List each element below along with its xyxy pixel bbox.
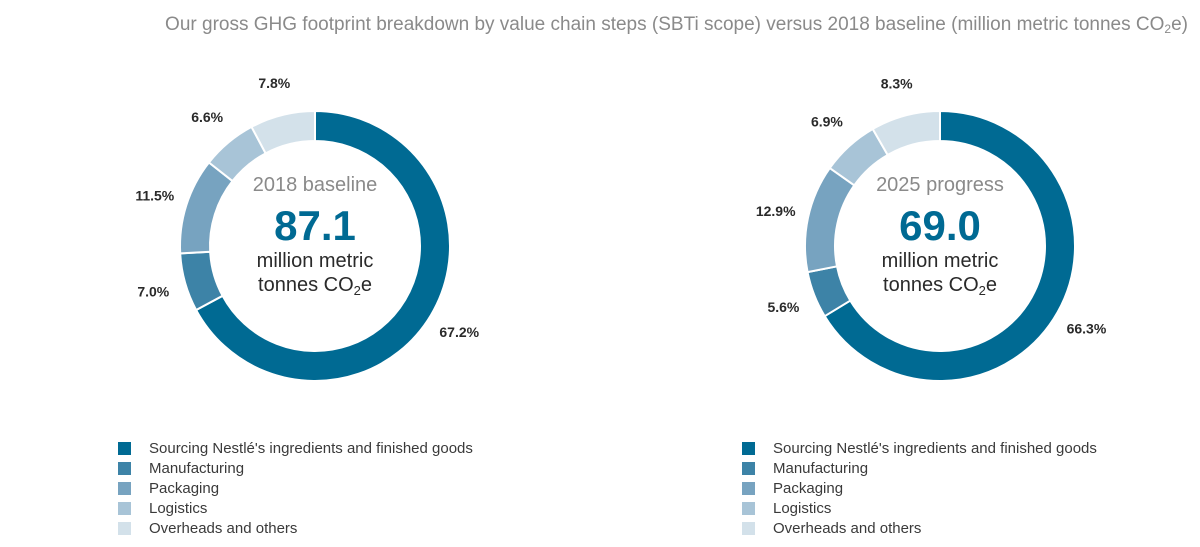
slice-label-manufacturing-2025: 5.6% <box>767 299 799 315</box>
legend-swatch <box>118 481 131 495</box>
center-unit-line1-2018: million metric <box>256 250 374 272</box>
center-label-2025: 2025 progress <box>876 174 1004 196</box>
legend-label: Overheads and others <box>149 519 298 537</box>
slice-label-overheads-2025: 8.3% <box>881 76 913 92</box>
donut-slice-sourcing-2018 <box>194 109 451 382</box>
legend-label: Sourcing Nestlé's ingredients and finish… <box>149 439 473 457</box>
legend-2025: Sourcing Nestlé's ingredients and finish… <box>742 438 1097 538</box>
donut-slice-sourcing-2025 <box>823 109 1076 382</box>
center-unit-suffix-2018: e <box>360 274 372 296</box>
legend-label: Overheads and others <box>773 519 922 537</box>
legend-item: Overheads and others <box>118 518 473 538</box>
center-unit-line2-2025: tonnes CO2e <box>820 273 1060 297</box>
center-unit-line2-2018: tonnes CO2e <box>195 273 435 297</box>
legend-label: Manufacturing <box>773 459 869 477</box>
legend-swatch <box>742 501 755 515</box>
legend-label: Logistics <box>149 499 208 517</box>
chart-title-suffix: e) <box>1171 14 1188 35</box>
chart-title-text: Our gross GHG footprint breakdown by val… <box>165 14 1165 35</box>
legend-label: Packaging <box>149 479 220 497</box>
legend-item: Packaging <box>742 478 1097 498</box>
center-unit-sub-2025: 2 <box>978 283 986 298</box>
legend-swatch <box>742 441 755 455</box>
legend-item: Packaging <box>118 478 473 498</box>
chart-title-subscript: 2 <box>1164 22 1172 36</box>
center-unit-text-2018: tonnes CO <box>258 274 354 296</box>
legend-swatch <box>118 521 131 535</box>
legend-item: Overheads and others <box>742 518 1097 538</box>
center-value-2018: 87.1 <box>274 202 356 249</box>
legend-label: Sourcing Nestlé's ingredients and finish… <box>773 439 1097 457</box>
chart-title: Our gross GHG footprint breakdown by val… <box>0 14 1188 36</box>
legend-swatch <box>118 461 131 475</box>
legend-swatch <box>118 441 131 455</box>
legend-2018: Sourcing Nestlé's ingredients and finish… <box>118 438 473 538</box>
center-unit-line1-2025: million metric <box>881 250 999 272</box>
center-value-2025: 69.0 <box>899 202 981 249</box>
slice-label-packaging-2018: 11.5% <box>135 187 174 203</box>
center-unit-text-2025: tonnes CO <box>883 274 979 296</box>
slice-label-logistics-2018: 6.6% <box>191 109 223 125</box>
center-unit-sub-2018: 2 <box>353 283 361 298</box>
donut-center-2025: 2025 progress 69.0 million metric tonnes… <box>820 174 1060 297</box>
donut-slice-overheads-2025 <box>871 109 941 157</box>
legend-item: Manufacturing <box>118 458 473 478</box>
legend-swatch <box>742 481 755 495</box>
center-unit-suffix-2025: e <box>985 274 997 296</box>
legend-swatch <box>742 521 755 535</box>
center-label-2018: 2018 baseline <box>252 174 378 196</box>
slice-label-logistics-2025: 6.9% <box>811 114 843 130</box>
legend-swatch <box>118 501 131 515</box>
legend-item: Sourcing Nestlé's ingredients and finish… <box>742 438 1097 458</box>
slice-label-manufacturing-2018: 7.0% <box>137 284 169 300</box>
slice-label-sourcing-2025: 66.3% <box>1067 320 1107 336</box>
legend-item: Sourcing Nestlé's ingredients and finish… <box>118 438 473 458</box>
slice-label-overheads-2018: 7.8% <box>258 75 290 91</box>
donut-center-2018: 2018 baseline 87.1 million metric tonnes… <box>195 174 435 297</box>
legend-item: Manufacturing <box>742 458 1097 478</box>
legend-item: Logistics <box>742 498 1097 518</box>
legend-label: Manufacturing <box>149 459 245 477</box>
slice-label-sourcing-2018: 67.2% <box>439 324 479 340</box>
legend-label: Logistics <box>773 499 832 517</box>
legend-label: Packaging <box>773 479 844 497</box>
legend-item: Logistics <box>118 498 473 518</box>
slice-label-packaging-2025: 12.9% <box>756 203 796 219</box>
donut-slice-overheads-2018 <box>250 109 316 155</box>
legend-swatch <box>742 461 755 475</box>
